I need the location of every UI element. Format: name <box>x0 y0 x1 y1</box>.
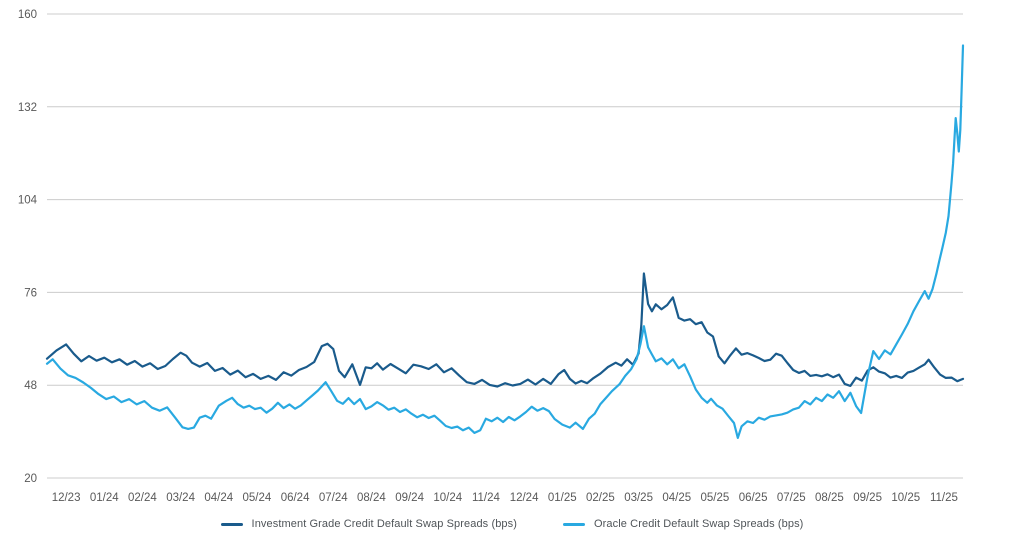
x-axis-tick-label: 08/24 <box>357 492 386 504</box>
x-axis-tick-label: 01/25 <box>548 492 577 504</box>
y-axis-tick-label: 160 <box>18 9 37 21</box>
x-axis-tick-label: 05/25 <box>701 492 730 504</box>
x-axis-tick-label: 03/24 <box>166 492 195 504</box>
x-axis-tick-label: 10/25 <box>891 492 920 504</box>
y-axis-tick-label: 132 <box>18 102 37 114</box>
y-axis-tick-label: 20 <box>24 473 37 485</box>
legend-swatch-oracle-line <box>563 522 586 526</box>
x-axis-tick-label: 06/25 <box>739 492 768 504</box>
chart-legend: Investment Grade Credit Default Swap Spr… <box>0 518 1024 530</box>
x-axis-tick-label: 12/23 <box>52 492 81 504</box>
x-axis-tick-label: 04/24 <box>204 492 233 504</box>
x-axis-tick-label: 07/25 <box>777 492 806 504</box>
x-axis-tick-label: 12/24 <box>510 492 539 504</box>
x-axis-tick-label: 02/24 <box>128 492 157 504</box>
y-axis-tick-label: 104 <box>18 195 38 207</box>
legend-item-oracle: Oracle Credit Default Swap Spreads (bps) <box>563 518 803 530</box>
x-axis-tick-label: 10/24 <box>433 492 462 504</box>
x-axis-tick-label: 09/24 <box>395 492 424 504</box>
x-axis-tick-label: 02/25 <box>586 492 615 504</box>
investment-grade-cds-line <box>45 272 965 388</box>
x-axis-tick-label: 01/24 <box>90 492 119 504</box>
x-axis-tick-label: 04/25 <box>662 492 691 504</box>
x-axis-tick-label: 11/24 <box>472 492 501 504</box>
x-axis-tick-label: 07/24 <box>319 492 348 504</box>
legend-item-investment-grade: Investment Grade Credit Default Swap Spr… <box>220 518 518 530</box>
y-axis-tick-label: 48 <box>24 380 37 392</box>
x-axis-tick-label: 03/25 <box>624 492 653 504</box>
y-axis-tick-label: 76 <box>24 287 37 299</box>
x-axis-tick-label: 06/24 <box>281 492 310 504</box>
oracle-cds-line <box>45 44 965 439</box>
legend-label-investment-grade: Investment Grade Credit Default Swap Spr… <box>251 518 518 530</box>
x-axis-tick-label: 08/25 <box>815 492 844 504</box>
legend-swatch-investment-grade-line <box>220 522 243 526</box>
x-axis-tick-label: 09/25 <box>853 492 882 504</box>
legend-label-oracle: Oracle Credit Default Swap Spreads (bps) <box>594 518 804 530</box>
x-axis-tick-label: 11/25 <box>930 492 958 504</box>
x-axis-tick-label: 05/24 <box>243 492 272 504</box>
